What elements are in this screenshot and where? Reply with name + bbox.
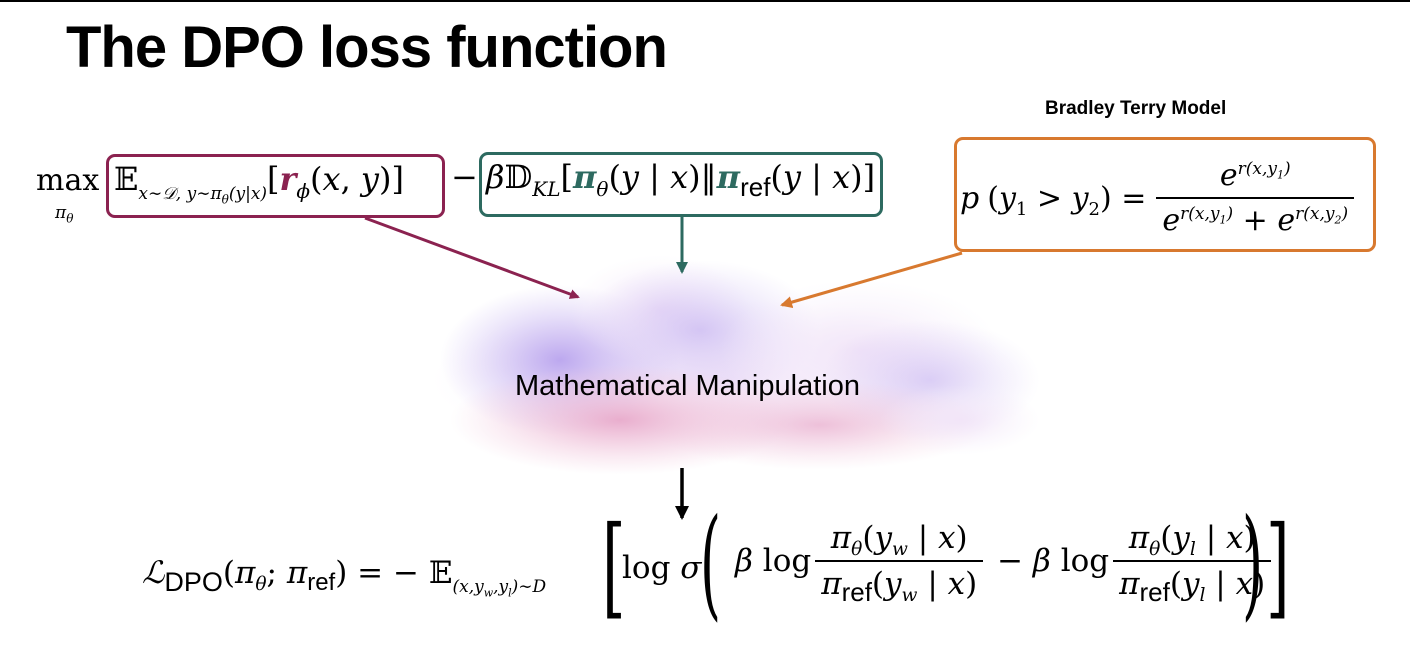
cloud-shape	[430, 255, 1040, 475]
slide-title: The DPO loss function	[66, 15, 668, 80]
left-bracket: [	[602, 502, 626, 630]
bradley-terry-box	[954, 137, 1376, 252]
max-operator: max	[36, 163, 100, 198]
kl-term-box	[479, 152, 883, 217]
right-bracket: ]	[1266, 502, 1290, 630]
bradley-terry-formula: p (y1 > y2) = er(x,y1) er(x,y1) + er(x,y2…	[960, 158, 1355, 238]
right-paren: )	[1242, 494, 1264, 633]
top-border-line	[0, 0, 1410, 2]
kl-penalty: β𝔻KL[πθ(y | x)‖πref(y | x)]	[486, 158, 876, 202]
reward-arrow	[364, 216, 580, 299]
minus-sign: −	[451, 158, 478, 196]
reward-expectation: 𝔼x∼𝒟, y∼πθ(y|x)[rϕ(x, y)]	[114, 160, 404, 207]
cloud-label: Mathematical Manipulation	[515, 370, 860, 402]
bt-arrow	[780, 251, 963, 308]
log-sigma: log σ	[622, 550, 702, 586]
dpo-log-ratio-terms: β log πθ(yw | x) πref(yw | x) − β log πθ…	[735, 520, 1275, 607]
max-subscript: πθ	[55, 203, 74, 226]
bradley-terry-title: Bradley Terry Model	[1045, 98, 1227, 119]
left-paren: (	[700, 494, 722, 633]
dpo-loss-lhs: ℒDPO(πθ; πref) = − 𝔼(x,yw,yl)∼D	[142, 555, 547, 600]
reward-term-box	[106, 154, 445, 218]
